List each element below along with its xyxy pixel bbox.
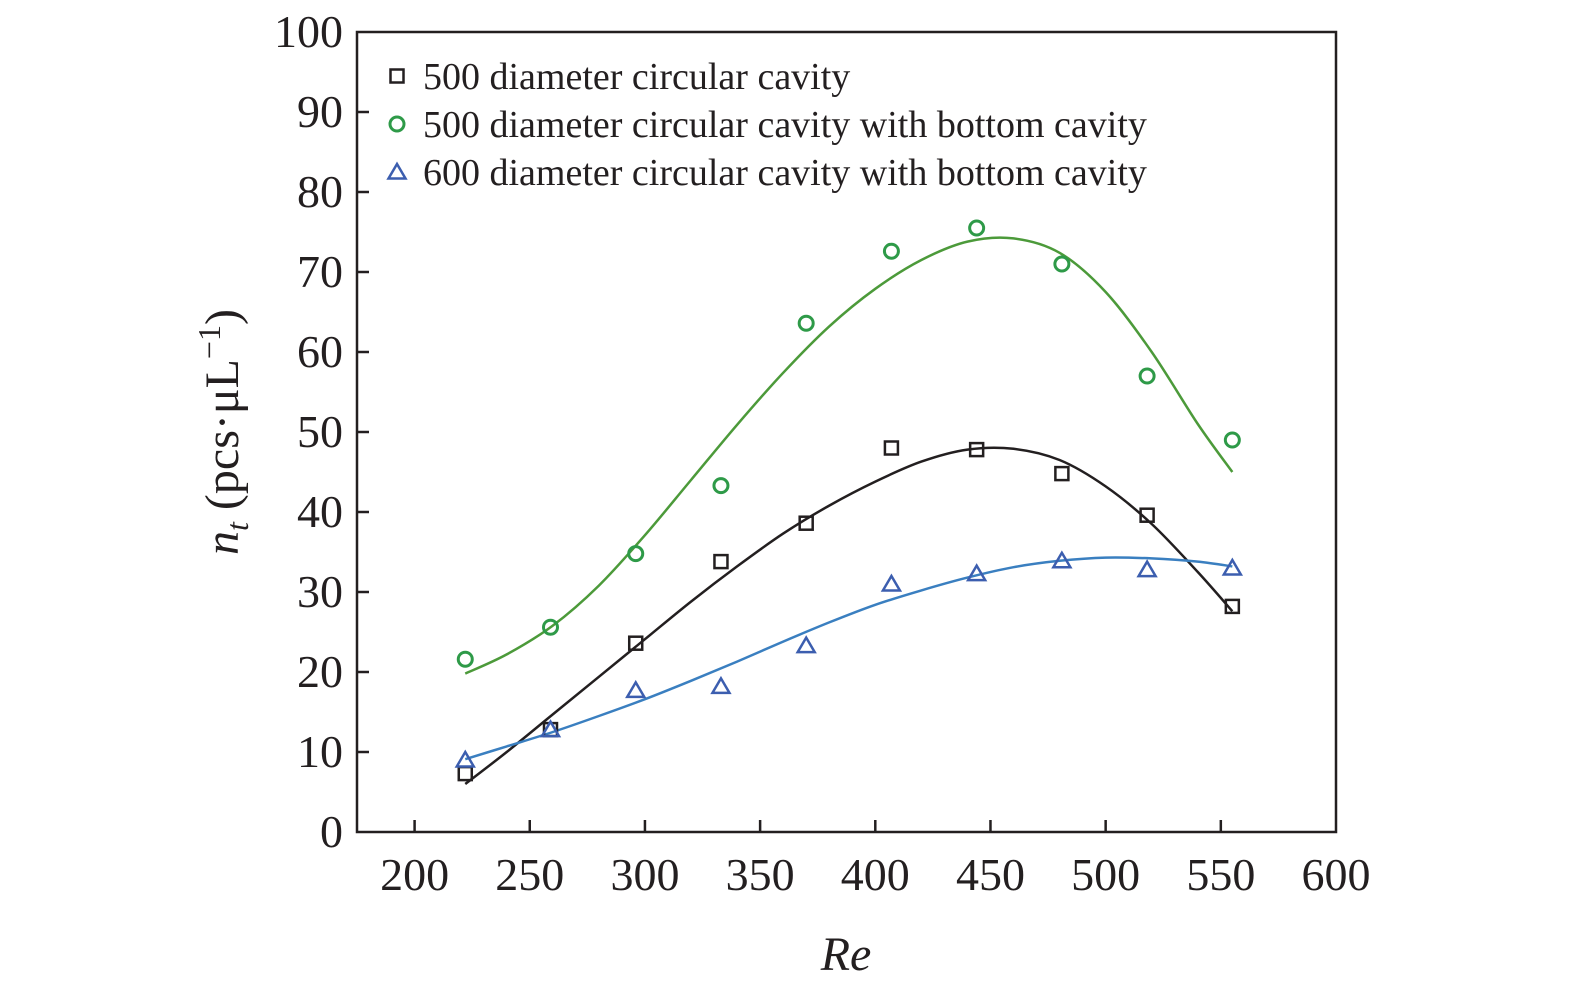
y-axis-title: nt (pcs·μL−1) — [191, 309, 255, 555]
data-point-triangle — [795, 635, 817, 654]
data-point-triangle — [880, 573, 903, 592]
x-axis-title: Re — [820, 928, 872, 981]
y-tick-label: 80 — [297, 166, 343, 217]
legend-marker-circle — [388, 115, 406, 133]
y-axis-title-close: ) — [196, 309, 249, 325]
x-tick-label: 250 — [495, 849, 564, 900]
data-point-square — [457, 765, 474, 782]
data-point-square — [1224, 598, 1241, 615]
fit-curve-triangle — [464, 556, 1233, 761]
data-point-circle — [1138, 367, 1156, 385]
data-point-square — [713, 553, 729, 570]
y-tick-label: 70 — [297, 246, 343, 297]
x-tick-label: 450 — [956, 849, 1025, 900]
x-tick-label: 600 — [1302, 849, 1371, 900]
data-point-triangle — [539, 719, 562, 738]
y-tick-label: 90 — [297, 86, 343, 137]
data-point-square — [883, 440, 900, 456]
data-point-triangle — [710, 675, 732, 695]
x-tick-label: 200 — [380, 849, 449, 900]
data-point-square — [627, 635, 644, 651]
y-tick-label: 0 — [320, 806, 343, 857]
y-tick-label: 60 — [297, 326, 343, 377]
svg-text:nt (pcs·μL−1): nt (pcs·μL−1) — [191, 309, 255, 555]
x-tick-label: 300 — [610, 849, 679, 900]
y-tick-label: 100 — [274, 6, 343, 57]
data-point-triangle — [1051, 550, 1073, 569]
y-axis-title-subscript: t — [219, 521, 255, 531]
x-tick-label: 550 — [1186, 849, 1255, 900]
fit-curves — [464, 236, 1234, 785]
data-point-square — [968, 441, 985, 458]
legend: 500 diameter circular cavity 500 diameter… — [386, 56, 1147, 194]
data-point-square — [1139, 507, 1155, 523]
legend-marker-triangle — [386, 161, 408, 180]
data-point-square — [798, 515, 814, 531]
data-point-triangle — [1221, 557, 1244, 576]
x-axis-ticks: 200 250 300 350 400 450 500 550 600 — [380, 820, 1371, 900]
y-tick-label: 10 — [297, 726, 343, 777]
y-tick-label: 30 — [297, 566, 343, 617]
y-axis-title-exponent: −1 — [191, 325, 227, 359]
data-point-circle — [1053, 255, 1071, 273]
y-tick-label: 50 — [297, 406, 343, 457]
legend-label: 600 diameter circular cavity with bottom… — [423, 152, 1147, 194]
fit-curve-circle — [464, 236, 1234, 675]
legend-marker-square — [389, 68, 405, 84]
legend-label: 500 diameter circular cavity — [423, 56, 850, 98]
data-point-square — [1054, 465, 1070, 482]
x-tick-label: 350 — [726, 849, 795, 900]
data-point-circle — [541, 618, 559, 636]
data-point-triangle — [454, 749, 476, 768]
y-axis-title-unit: (pcs·μL — [196, 359, 249, 510]
data-point-circle — [968, 219, 986, 237]
fit-curve-square — [464, 446, 1234, 785]
y-axis-title-symbol: n — [196, 531, 249, 555]
data-points — [454, 219, 1244, 782]
y-tick-label: 20 — [297, 646, 343, 697]
legend-label: 500 diameter circular cavity with bottom… — [423, 104, 1147, 146]
data-point-triangle — [1136, 559, 1158, 578]
x-tick-label: 400 — [841, 849, 910, 900]
data-point-circle — [456, 650, 474, 668]
data-point-triangle — [625, 679, 647, 699]
data-point-circle — [1223, 431, 1241, 449]
data-point-circle — [627, 545, 645, 563]
y-tick-label: 40 — [297, 486, 343, 537]
data-point-circle — [712, 477, 730, 495]
data-point-circle — [797, 314, 815, 332]
data-point-triangle — [965, 563, 988, 582]
data-point-circle — [882, 242, 900, 260]
y-axis-ticks: 0 10 20 30 40 50 60 70 80 90 100 — [274, 6, 369, 857]
x-tick-label: 500 — [1071, 849, 1140, 900]
